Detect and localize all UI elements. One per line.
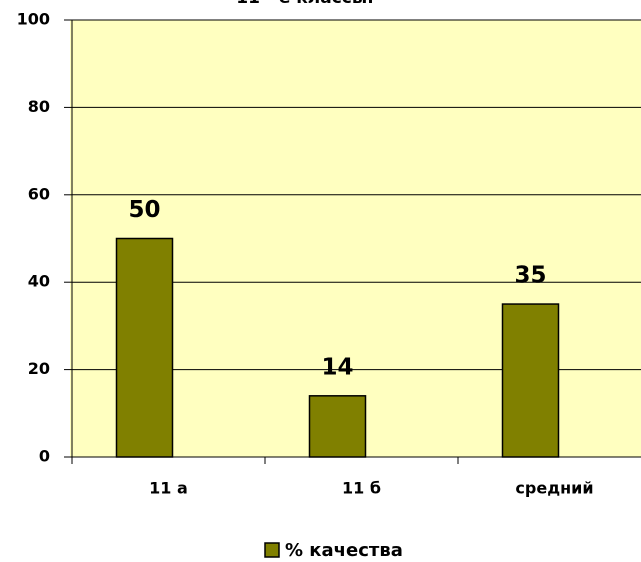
data-label: 35 [514, 263, 546, 289]
chart-title: 11 - е классы. [236, 0, 373, 8]
y-tick-label: 0 [39, 447, 50, 466]
x-tick-label: 11 а [149, 479, 188, 498]
x-tick-label: 11 б [342, 479, 381, 498]
y-tick-label: 20 [28, 359, 50, 378]
data-label: 14 [321, 354, 353, 380]
bar [501, 303, 560, 458]
y-tick-label: 100 [17, 10, 50, 29]
data-label: 50 [128, 197, 160, 223]
x-tick-label: средний [515, 479, 593, 498]
bar [115, 237, 174, 458]
legend-swatch [264, 542, 280, 558]
legend-label: % качества [285, 540, 403, 561]
y-tick-label: 80 [28, 97, 50, 116]
y-tick-label: 60 [28, 184, 50, 203]
y-tick-label: 40 [28, 272, 50, 291]
bar [308, 395, 367, 458]
